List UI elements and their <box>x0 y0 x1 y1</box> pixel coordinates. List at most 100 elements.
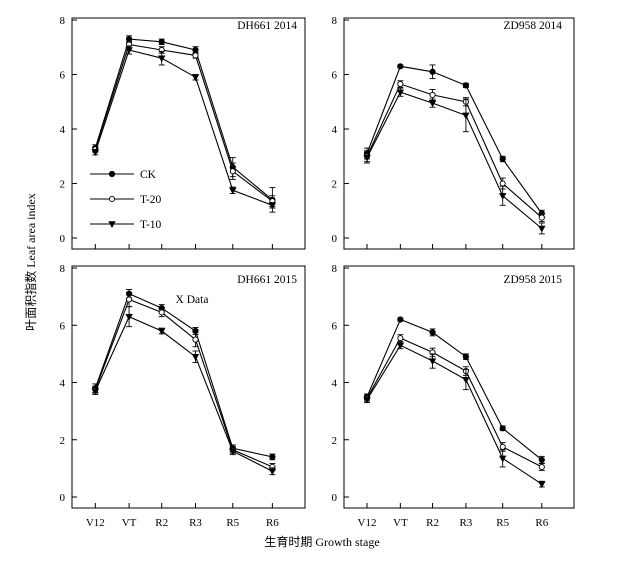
x-tick-label: R6 <box>266 517 279 529</box>
y-axis-title: 叶面积指数 Leaf area index <box>23 193 38 331</box>
y-tick-label: 0 <box>60 233 66 245</box>
x-tick-label: R5 <box>226 517 239 529</box>
series-line <box>94 49 273 206</box>
series-line <box>366 318 543 461</box>
data-point <box>397 316 404 323</box>
data-point <box>538 463 545 470</box>
data-point <box>429 329 436 336</box>
series-line <box>94 293 273 458</box>
data-point <box>125 313 133 321</box>
series-group <box>363 316 545 464</box>
legend-marker <box>108 195 116 203</box>
chart-panel: 0 2 4 6 8 V12 VT R2 R3 R5 R6 ZD958 2015 <box>332 263 575 529</box>
y-tick-label: 6 <box>332 70 338 82</box>
data-point <box>396 342 405 350</box>
data-point <box>429 91 436 98</box>
series-group <box>363 341 546 489</box>
data-point <box>268 468 277 476</box>
data-point <box>269 453 276 461</box>
y-tick-label: 6 <box>60 70 66 82</box>
x-tick-label: V12 <box>358 517 377 529</box>
x-tick-label: R3 <box>189 517 202 529</box>
legend-item: T-20 <box>90 194 162 206</box>
series-group <box>363 80 545 223</box>
y-tick-label: 0 <box>60 492 66 504</box>
data-point <box>191 354 200 361</box>
y-tick-label: 4 <box>60 124 66 136</box>
data-point <box>125 47 133 54</box>
plot-frame <box>71 265 306 509</box>
data-point <box>428 358 437 366</box>
x-tick-label: R2 <box>155 517 168 529</box>
series-line <box>366 83 543 219</box>
data-point <box>397 63 404 70</box>
data-point <box>268 202 277 210</box>
data-point <box>428 100 437 108</box>
panel-title: DH661 2015 <box>237 274 297 286</box>
x-tick-label: VT <box>122 517 137 529</box>
series-group <box>91 45 277 210</box>
data-point <box>158 38 165 45</box>
data-point <box>229 168 236 175</box>
legend-item: CK <box>90 169 157 181</box>
data-point <box>498 193 507 200</box>
y-tick-label: 2 <box>332 435 338 447</box>
legend-label: T-10 <box>140 219 162 231</box>
legend-marker <box>108 221 116 228</box>
legend-marker <box>108 170 116 178</box>
data-point <box>91 149 100 157</box>
series-line <box>366 91 543 229</box>
data-point <box>229 187 237 195</box>
y-tick-label: 4 <box>332 378 338 390</box>
series-group <box>91 306 277 476</box>
x-tick-label: V12 <box>86 517 105 529</box>
series-group <box>92 291 276 471</box>
y-tick-label: 8 <box>60 15 66 27</box>
x-tick-label: R3 <box>459 517 472 529</box>
data-point <box>429 68 436 75</box>
legend-item: T-10 <box>90 219 162 231</box>
panel-title: DH661 2014 <box>237 20 297 32</box>
y-tick-label: 2 <box>60 179 66 191</box>
panel-annotation: X Data <box>176 294 209 306</box>
data-point <box>462 112 470 120</box>
x-axis-title: 生育时期 Growth stage <box>264 534 379 549</box>
chart-panel: 0 2 4 6 8 ZD958 2014 <box>332 15 575 250</box>
plot-frame <box>343 265 575 509</box>
legend-label: CK <box>140 169 157 181</box>
series-line <box>366 337 543 468</box>
y-tick-label: 4 <box>60 378 66 390</box>
series-group <box>363 87 546 235</box>
series-line <box>94 38 273 201</box>
data-point <box>192 52 199 59</box>
chart-panels: 0 2 4 6 8 DH661 2014 0 2 4 6 8 ZD958 2014 0 2 4 6 8 V12 VT… <box>60 15 575 529</box>
data-point <box>538 214 545 221</box>
panel-title: ZD958 2014 <box>504 20 563 32</box>
y-tick-label: 8 <box>60 263 66 275</box>
data-point <box>397 80 404 88</box>
data-point <box>126 296 133 303</box>
x-tick-label: R6 <box>535 517 548 529</box>
data-point <box>499 180 506 187</box>
data-point <box>363 154 371 162</box>
series-group <box>363 63 545 218</box>
legend: CK T-20 T-10 <box>90 169 162 231</box>
series-line <box>94 315 273 472</box>
y-tick-label: 0 <box>332 492 338 504</box>
data-point <box>229 448 237 456</box>
data-point <box>396 89 405 97</box>
x-tick-label: VT <box>393 517 408 529</box>
y-tick-label: 0 <box>332 233 338 245</box>
x-tick-label: R5 <box>496 517 509 529</box>
data-point <box>462 376 470 384</box>
y-tick-label: 8 <box>332 15 338 27</box>
y-tick-label: 2 <box>332 179 338 191</box>
series-group <box>92 35 276 213</box>
series-line <box>94 43 273 202</box>
y-tick-label: 2 <box>60 435 66 447</box>
data-point <box>363 396 371 404</box>
series-group <box>92 289 276 461</box>
data-point <box>462 353 469 360</box>
plot-frame <box>71 17 306 250</box>
